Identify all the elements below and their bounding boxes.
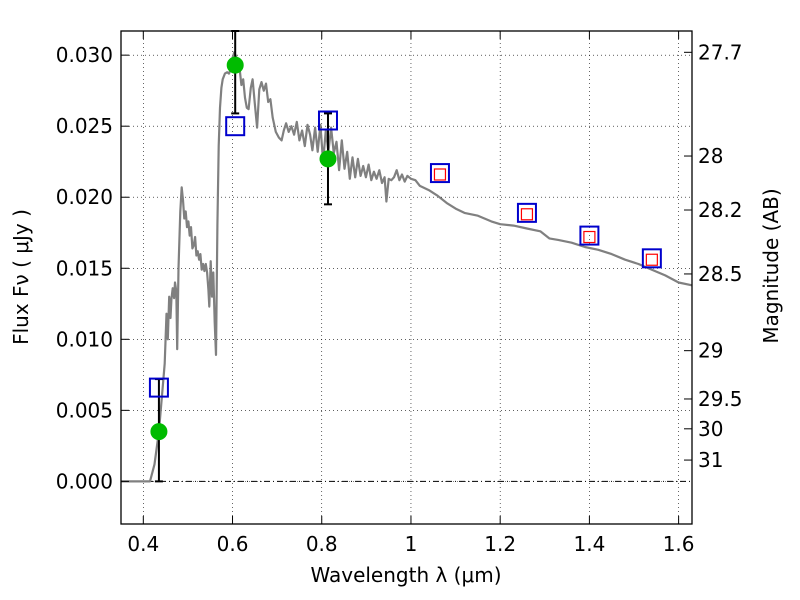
observed-flux-point <box>319 150 337 168</box>
model-flux-square-inner <box>520 208 534 221</box>
model-flux-square-inner <box>583 230 596 244</box>
y2-tick-label: 29.5 <box>698 387 743 411</box>
y2-tick-label: 27.7 <box>698 40 743 64</box>
y2-tick-label: 28.2 <box>698 198 743 222</box>
x-tick-label: 1 <box>405 532 418 556</box>
y-tick-label: 0.025 <box>56 114 113 138</box>
y2-axis-label: Magnitude (AB) <box>759 188 783 343</box>
model-spectrum-line <box>121 51 693 483</box>
x-tick-label: 1.6 <box>663 532 695 556</box>
ticks: 0.4 0.6 0.8 1 1.2 1.4 1.6 0.000 0.005 0.010 0.015 0… <box>56 31 743 556</box>
model-flux-square <box>148 377 169 398</box>
y-tick-label: 0.005 <box>56 398 113 422</box>
y2-tick-label: 29 <box>698 339 723 363</box>
y-tick-label: 0.010 <box>56 327 113 351</box>
model-flux-square <box>579 225 600 246</box>
x-axis-label: Wavelength λ (μm) <box>310 563 501 587</box>
x-tick-label: 0.8 <box>306 532 338 556</box>
y-tick-label: 0.030 <box>56 43 113 67</box>
series-layer <box>121 30 693 483</box>
observed-flux-point <box>226 56 244 74</box>
y2-tick-label: 28 <box>698 144 723 168</box>
model-flux-square <box>429 163 450 184</box>
y-tick-label: 0.015 <box>56 256 113 280</box>
model-flux-square <box>516 202 537 223</box>
model-flux-square <box>225 116 246 137</box>
y2-tick-label: 28.5 <box>698 262 743 286</box>
y-axis-label: Flux Fν ( μJy ) <box>9 209 33 345</box>
observed-flux-point <box>150 423 168 441</box>
model-flux-square <box>641 248 662 269</box>
x-tick-label: 1.4 <box>573 532 605 556</box>
y2-tick-label: 31 <box>698 448 723 472</box>
x-tick-label: 1.2 <box>484 532 516 556</box>
plot-frame <box>120 30 693 525</box>
y-tick-label: 0.000 <box>56 469 113 493</box>
x-tick-label: 0.6 <box>217 532 249 556</box>
y-tick-label: 0.020 <box>56 185 113 209</box>
y2-tick-label: 30 <box>698 417 723 441</box>
model-flux-square <box>317 110 338 131</box>
model-flux-square-inner <box>433 168 447 181</box>
x-tick-label: 0.4 <box>127 532 159 556</box>
model-flux-square-inner <box>645 253 658 266</box>
